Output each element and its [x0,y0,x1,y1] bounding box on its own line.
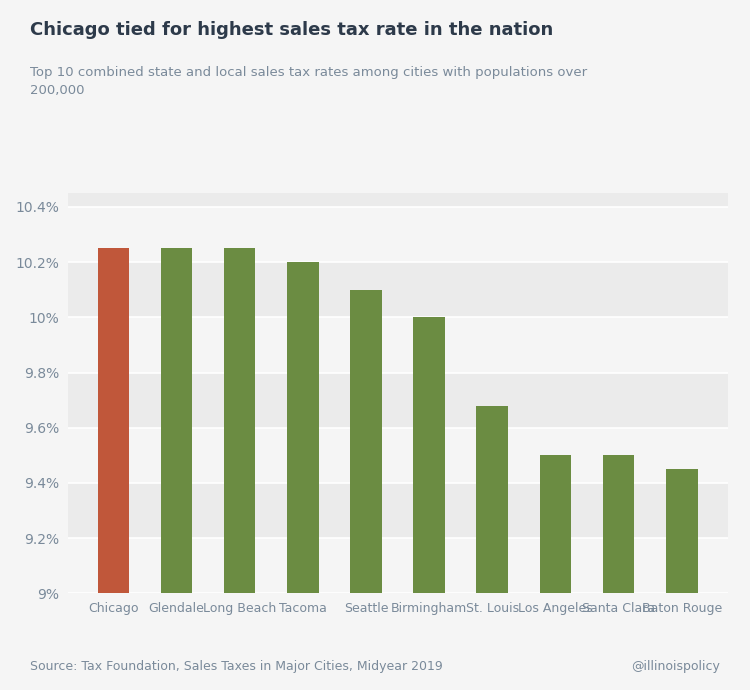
Bar [68,538,728,593]
Bar [68,428,728,483]
Bar [350,290,382,593]
Bar [413,317,445,593]
Text: Top 10 combined state and local sales tax rates among cities with populations ov: Top 10 combined state and local sales ta… [30,66,587,97]
Bar [476,406,508,593]
Bar [160,248,192,593]
Text: @illinoispolicy: @illinoispolicy [632,660,720,673]
Bar [666,469,698,593]
Text: Source: Tax Foundation, Sales Taxes in Major Cities, Midyear 2019: Source: Tax Foundation, Sales Taxes in M… [30,660,442,673]
Bar [98,248,129,593]
Text: Chicago tied for highest sales tax rate in the nation: Chicago tied for highest sales tax rate … [30,21,554,39]
Bar [68,262,728,317]
Bar [287,262,319,593]
Bar [603,455,634,593]
Bar [68,483,728,538]
Bar [68,207,728,262]
Bar [539,455,572,593]
Bar [68,317,728,373]
Bar [224,248,256,593]
Bar [68,373,728,428]
